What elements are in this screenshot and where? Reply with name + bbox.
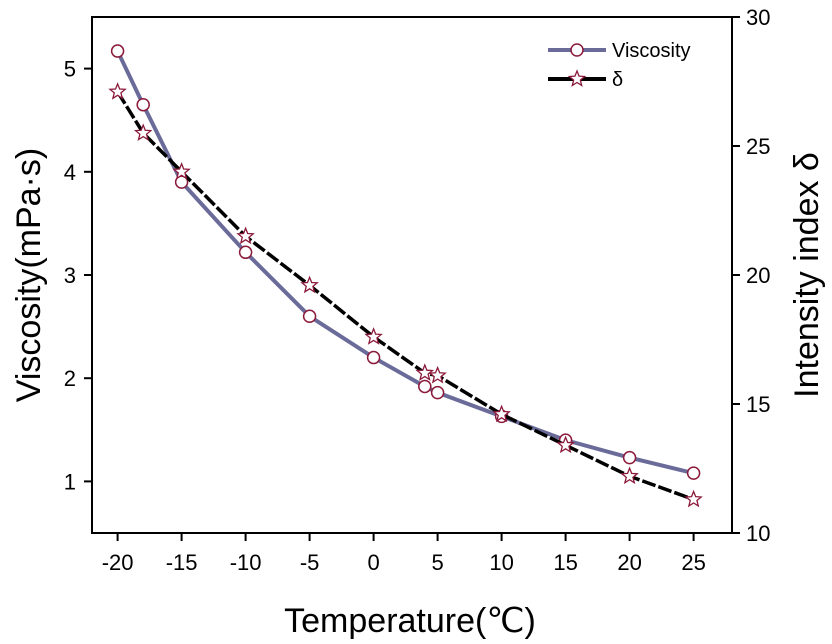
x-axis: -20 -15 -10 -5 0 5 10 15 20 25 bbox=[102, 533, 706, 575]
y2-tick-label: 30 bbox=[746, 5, 770, 30]
x-tick-label: 5 bbox=[431, 550, 443, 575]
y-tick-label: 5 bbox=[64, 57, 76, 82]
data-point bbox=[620, 466, 639, 485]
data-point bbox=[136, 97, 150, 112]
y2-tick-label: 20 bbox=[746, 263, 770, 288]
y-axis-left: 1 2 3 4 5 bbox=[64, 57, 92, 494]
y2-tick-label: 15 bbox=[746, 392, 770, 417]
data-point bbox=[133, 123, 153, 141]
x-tick-label: -20 bbox=[102, 550, 134, 575]
series-delta bbox=[108, 82, 703, 508]
y2-axis-title: Intensity index δ bbox=[788, 152, 826, 398]
y-tick-label: 1 bbox=[64, 469, 76, 494]
data-point bbox=[172, 162, 191, 180]
y2-tick-label: 10 bbox=[746, 521, 770, 546]
data-point bbox=[686, 466, 701, 480]
series-viscosity bbox=[110, 44, 701, 480]
y-tick-label: 2 bbox=[64, 366, 76, 391]
data-point bbox=[110, 44, 125, 58]
data-point bbox=[366, 350, 381, 365]
y-axis-title: Viscosity(mPa·s) bbox=[10, 148, 48, 402]
data-point bbox=[556, 435, 575, 454]
y-axis-right: 10 15 20 25 30 bbox=[732, 5, 770, 546]
legend-viscosity-label: Viscosity bbox=[612, 40, 691, 62]
data-point bbox=[622, 450, 637, 465]
x-tick-label: 10 bbox=[489, 550, 513, 575]
y-tick-label: 3 bbox=[64, 263, 76, 288]
data-point bbox=[684, 489, 703, 508]
data-point bbox=[302, 309, 317, 324]
x-tick-label: -5 bbox=[300, 550, 320, 575]
data-point bbox=[108, 82, 127, 100]
data-point bbox=[238, 245, 253, 260]
data-point bbox=[300, 275, 319, 294]
x-tick-label: -15 bbox=[166, 550, 198, 575]
x-tick-label: -10 bbox=[230, 550, 262, 575]
data-point bbox=[418, 379, 432, 394]
legend: Viscosity δ bbox=[548, 40, 691, 91]
series-line bbox=[115, 50, 695, 476]
legend-delta-label: δ bbox=[612, 69, 623, 91]
data-point bbox=[236, 226, 255, 245]
data-point bbox=[415, 363, 435, 381]
data-point bbox=[492, 404, 511, 423]
y2-tick-label: 25 bbox=[746, 134, 770, 159]
data-point bbox=[364, 327, 383, 345]
legend-delta-marker bbox=[567, 69, 587, 87]
x-axis-title: Temperature(℃) bbox=[284, 602, 536, 640]
y-tick-label: 4 bbox=[64, 160, 76, 185]
legend-viscosity-marker bbox=[570, 43, 584, 57]
x-tick-label: 0 bbox=[367, 550, 379, 575]
data-point bbox=[174, 175, 189, 189]
x-tick-label: 20 bbox=[617, 550, 641, 575]
series-layer bbox=[108, 44, 703, 508]
x-tick-label: 25 bbox=[681, 550, 705, 575]
x-tick-label: 15 bbox=[553, 550, 577, 575]
data-point bbox=[428, 365, 447, 384]
series-line bbox=[116, 90, 695, 502]
legend-star-shape bbox=[567, 69, 587, 87]
data-point bbox=[430, 385, 445, 400]
